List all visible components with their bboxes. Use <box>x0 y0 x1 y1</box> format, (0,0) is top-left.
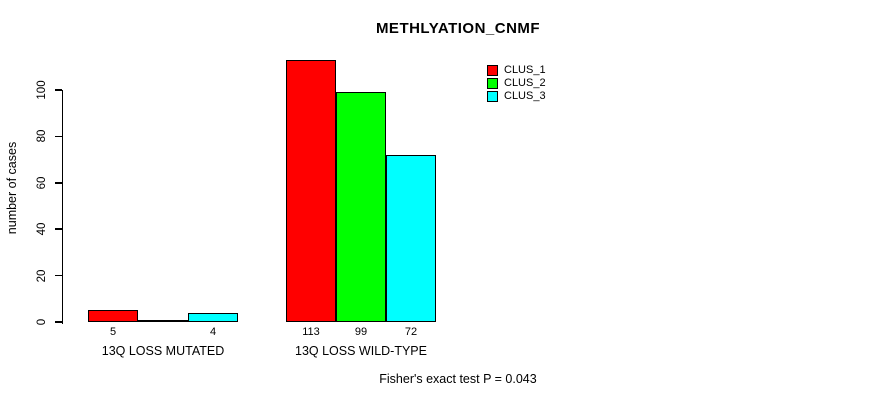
bar-clus-1-group2 <box>286 59 336 322</box>
bar-value-label: 72 <box>404 326 418 338</box>
y-tick-label: 40 <box>36 222 48 236</box>
y-tick-label: 80 <box>36 129 48 143</box>
y-tick-label: 20 <box>36 269 48 282</box>
bar-value-label: 99 <box>354 326 368 338</box>
y-tick-mark <box>54 182 62 184</box>
chart-title: METHLYATION_CNMF <box>375 20 541 37</box>
y-tick-label: 100 <box>36 80 48 100</box>
legend-label: CLUS_3 <box>504 90 546 102</box>
y-tick-mark <box>54 135 62 138</box>
bar-clus-3-group2 <box>386 154 436 322</box>
legend-swatch-icon <box>487 64 498 76</box>
legend-entry-clus_1: CLUS_1 <box>487 64 546 76</box>
legend: CLUS_1 CLUS_2 CLUS_3 <box>487 64 546 102</box>
legend-swatch-icon <box>487 77 498 89</box>
bar-value-label: 113 <box>302 326 320 338</box>
y-axis-line <box>61 90 63 324</box>
bar-clus-1-group1 <box>88 310 138 322</box>
bar-value-label: 4 <box>209 326 217 338</box>
bar-value-label: 5 <box>109 326 117 338</box>
y-tick-label: 0 <box>36 318 48 326</box>
y-tick-mark <box>54 89 62 91</box>
legend-entry-clus_3: CLUS_3 <box>487 90 546 102</box>
bar-clus-2-group1-zero <box>138 320 188 322</box>
annotation-text: Fisher's exact test P = 0.043 <box>379 372 537 386</box>
legend-label: CLUS_2 <box>504 77 546 89</box>
y-tick-mark <box>54 321 62 323</box>
legend-entry-clus_2: CLUS_2 <box>487 77 546 89</box>
y-tick-mark <box>54 228 62 230</box>
category-label: 13Q LOSS WILD-TYPE <box>295 344 427 358</box>
category-label: 13Q LOSS MUTATED <box>101 344 225 358</box>
legend-swatch-icon <box>487 90 498 102</box>
legend-label: CLUS_1 <box>504 64 546 76</box>
y-tick-mark <box>54 274 62 277</box>
y-tick-label: 60 <box>36 176 48 190</box>
bar-clus-2-group2 <box>336 92 386 322</box>
bar-clus-3-group1 <box>188 312 238 322</box>
